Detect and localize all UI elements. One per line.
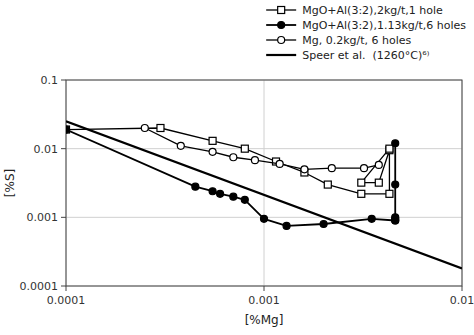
legend: MgO+Al(3:2),2kg/t,1 hole MgO+Al(3:2),1.13… <box>266 4 466 62</box>
x-tick-label: 0.0001 <box>47 294 86 307</box>
series <box>141 124 382 172</box>
y-tick-label: 0.0001 <box>20 280 59 293</box>
legend-line <box>266 54 296 56</box>
point <box>375 161 382 168</box>
point <box>66 126 70 133</box>
point <box>261 215 268 222</box>
legend-marker <box>278 37 285 44</box>
point <box>358 190 365 197</box>
legend-label: MgO+Al(3:2),1.13kg/t,6 holes <box>302 19 466 32</box>
point <box>328 165 335 172</box>
series-line <box>66 130 395 226</box>
legend-marker <box>278 22 285 29</box>
point <box>283 222 290 229</box>
point <box>320 220 327 227</box>
x-tick <box>462 286 463 291</box>
x-tick-label: 0.01 <box>450 294 474 307</box>
x-tick-label: 0.001 <box>248 294 280 307</box>
point <box>241 145 248 152</box>
y-tick-label: 0.01 <box>34 143 59 156</box>
y-grid-line <box>66 148 462 149</box>
point <box>358 179 365 186</box>
point <box>251 157 258 164</box>
point <box>368 215 375 222</box>
x-tick <box>66 286 67 291</box>
axes: 0.0001 0.001 0.01 0.0001 0.001 0.01 0.1 [%Mg] [%… <box>3 74 474 327</box>
point <box>375 179 382 186</box>
y-tick-label: 0.1 <box>41 74 59 87</box>
series <box>66 126 399 229</box>
y-tick <box>61 217 66 218</box>
y-tick <box>61 80 66 81</box>
point <box>324 181 331 188</box>
legend-label: Speer et al. (1260°C)⁶⁾ <box>302 49 430 62</box>
point <box>301 166 308 173</box>
chart: 0.0001 0.001 0.01 0.0001 0.001 0.01 0.1 [%Mg] [%… <box>0 0 474 335</box>
point <box>361 165 368 172</box>
x-tick <box>264 286 265 291</box>
series-line <box>66 121 462 268</box>
point <box>241 196 248 203</box>
point <box>276 160 283 167</box>
legend-label: MgO+Al(3:2),2kg/t,1 hole <box>302 4 443 17</box>
point <box>209 137 216 144</box>
x-grid-line <box>264 80 265 286</box>
point <box>392 140 399 147</box>
point <box>157 124 164 131</box>
point <box>141 124 148 131</box>
data <box>66 121 462 268</box>
series <box>66 124 393 197</box>
point <box>177 142 184 149</box>
point <box>392 181 399 188</box>
plot-frame <box>66 80 462 286</box>
y-tick <box>61 148 66 149</box>
legend-marker <box>278 7 285 14</box>
grid <box>66 80 462 286</box>
series-line <box>66 128 389 194</box>
y-axis-label: [%S] <box>3 169 17 197</box>
point <box>192 183 199 190</box>
point <box>230 154 237 161</box>
point <box>386 190 393 197</box>
point <box>209 148 216 155</box>
series <box>66 121 462 268</box>
point <box>209 188 216 195</box>
point <box>392 214 399 221</box>
y-tick-label: 0.001 <box>27 211 59 224</box>
point <box>386 145 393 152</box>
x-axis-label: [%Mg] <box>245 313 284 327</box>
series-line <box>145 128 379 169</box>
y-tick <box>61 286 66 287</box>
point <box>217 190 224 197</box>
point <box>66 126 70 133</box>
legend-label: Mg, 0.2kg/t, 6 holes <box>302 34 411 47</box>
point <box>230 193 237 200</box>
